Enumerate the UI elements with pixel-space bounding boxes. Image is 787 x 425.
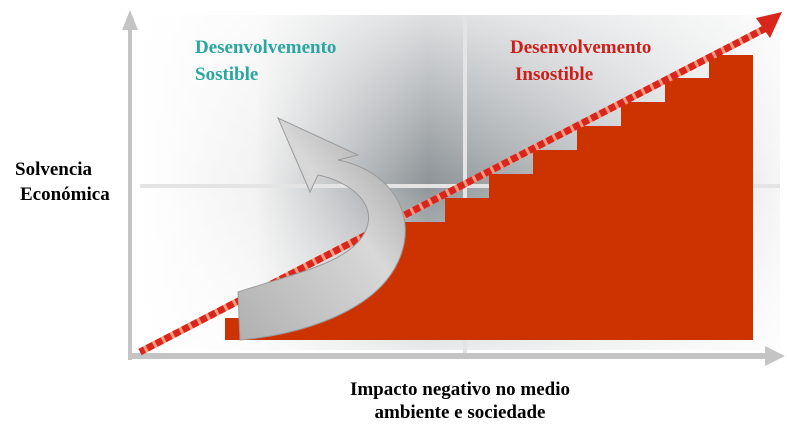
x-axis-label: ambiente e sociedade xyxy=(375,402,546,423)
quadrant-title: Desenvolvemento xyxy=(195,37,336,58)
y-axis-label: Solvencia xyxy=(15,159,93,180)
y-axis-label: Económica xyxy=(20,184,110,205)
y-axis xyxy=(122,10,138,360)
x-axis-label: Impacto negativo no medio xyxy=(350,379,570,400)
quadrant-title: Desenvolvemento xyxy=(510,37,651,58)
quadrant-title: Insostible xyxy=(515,64,593,85)
quadrant-title: Sostible xyxy=(195,64,258,85)
diagram: Desenvolvemento Sostible Desenvolvemento… xyxy=(0,0,787,425)
